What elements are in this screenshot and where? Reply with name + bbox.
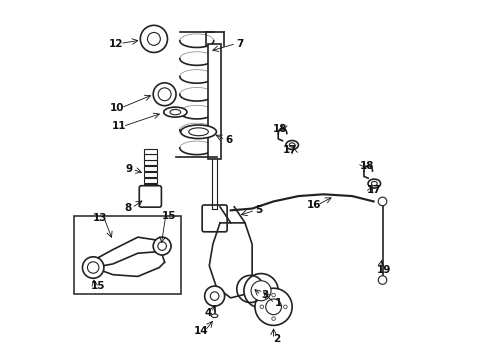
Ellipse shape [211,314,218,318]
Text: 17: 17 [367,185,382,195]
Text: 16: 16 [307,200,321,210]
Circle shape [266,299,281,315]
Text: 9: 9 [125,164,132,174]
Circle shape [88,262,99,273]
Circle shape [158,242,167,250]
Text: 14: 14 [194,326,209,336]
Circle shape [272,293,275,297]
Ellipse shape [371,181,377,186]
Text: 17: 17 [283,145,298,156]
Text: 13: 13 [93,212,108,222]
Bar [144,178,157,183]
Circle shape [210,292,219,300]
Circle shape [153,237,171,255]
Text: 2: 2 [273,334,281,344]
Bar [208,44,221,158]
Ellipse shape [164,107,187,117]
Text: 11: 11 [112,121,126,131]
Circle shape [158,88,171,101]
Circle shape [378,197,387,206]
Bar [144,149,157,154]
Text: 3: 3 [261,290,268,300]
Bar [144,184,157,189]
Ellipse shape [189,128,208,136]
Text: 19: 19 [376,265,391,275]
Ellipse shape [368,179,381,188]
Text: 4: 4 [205,308,212,318]
Bar [144,154,157,159]
Ellipse shape [286,140,298,149]
Text: 10: 10 [110,103,125,113]
Circle shape [140,25,168,53]
Bar [144,160,157,166]
Circle shape [205,286,224,306]
Bar [144,166,157,171]
Ellipse shape [181,125,217,139]
Text: 1: 1 [274,298,282,308]
Ellipse shape [170,109,181,115]
Text: 15: 15 [91,282,106,292]
Circle shape [272,317,275,320]
Circle shape [260,305,264,309]
Circle shape [82,257,104,278]
Circle shape [255,288,292,325]
Text: 6: 6 [225,135,233,145]
Text: 8: 8 [124,203,132,213]
Text: 18: 18 [360,161,375,171]
Bar [144,172,157,177]
Circle shape [251,281,271,301]
Text: 7: 7 [236,39,244,49]
Text: 12: 12 [109,39,123,49]
Text: 5: 5 [255,205,262,215]
Circle shape [244,274,278,308]
Text: 18: 18 [272,124,287,134]
FancyBboxPatch shape [139,186,161,207]
Ellipse shape [289,143,295,147]
Bar [74,216,181,294]
Circle shape [153,83,176,106]
Circle shape [378,276,387,284]
FancyBboxPatch shape [202,205,227,232]
Circle shape [284,305,287,309]
Circle shape [147,32,160,45]
Text: 15: 15 [162,211,176,221]
